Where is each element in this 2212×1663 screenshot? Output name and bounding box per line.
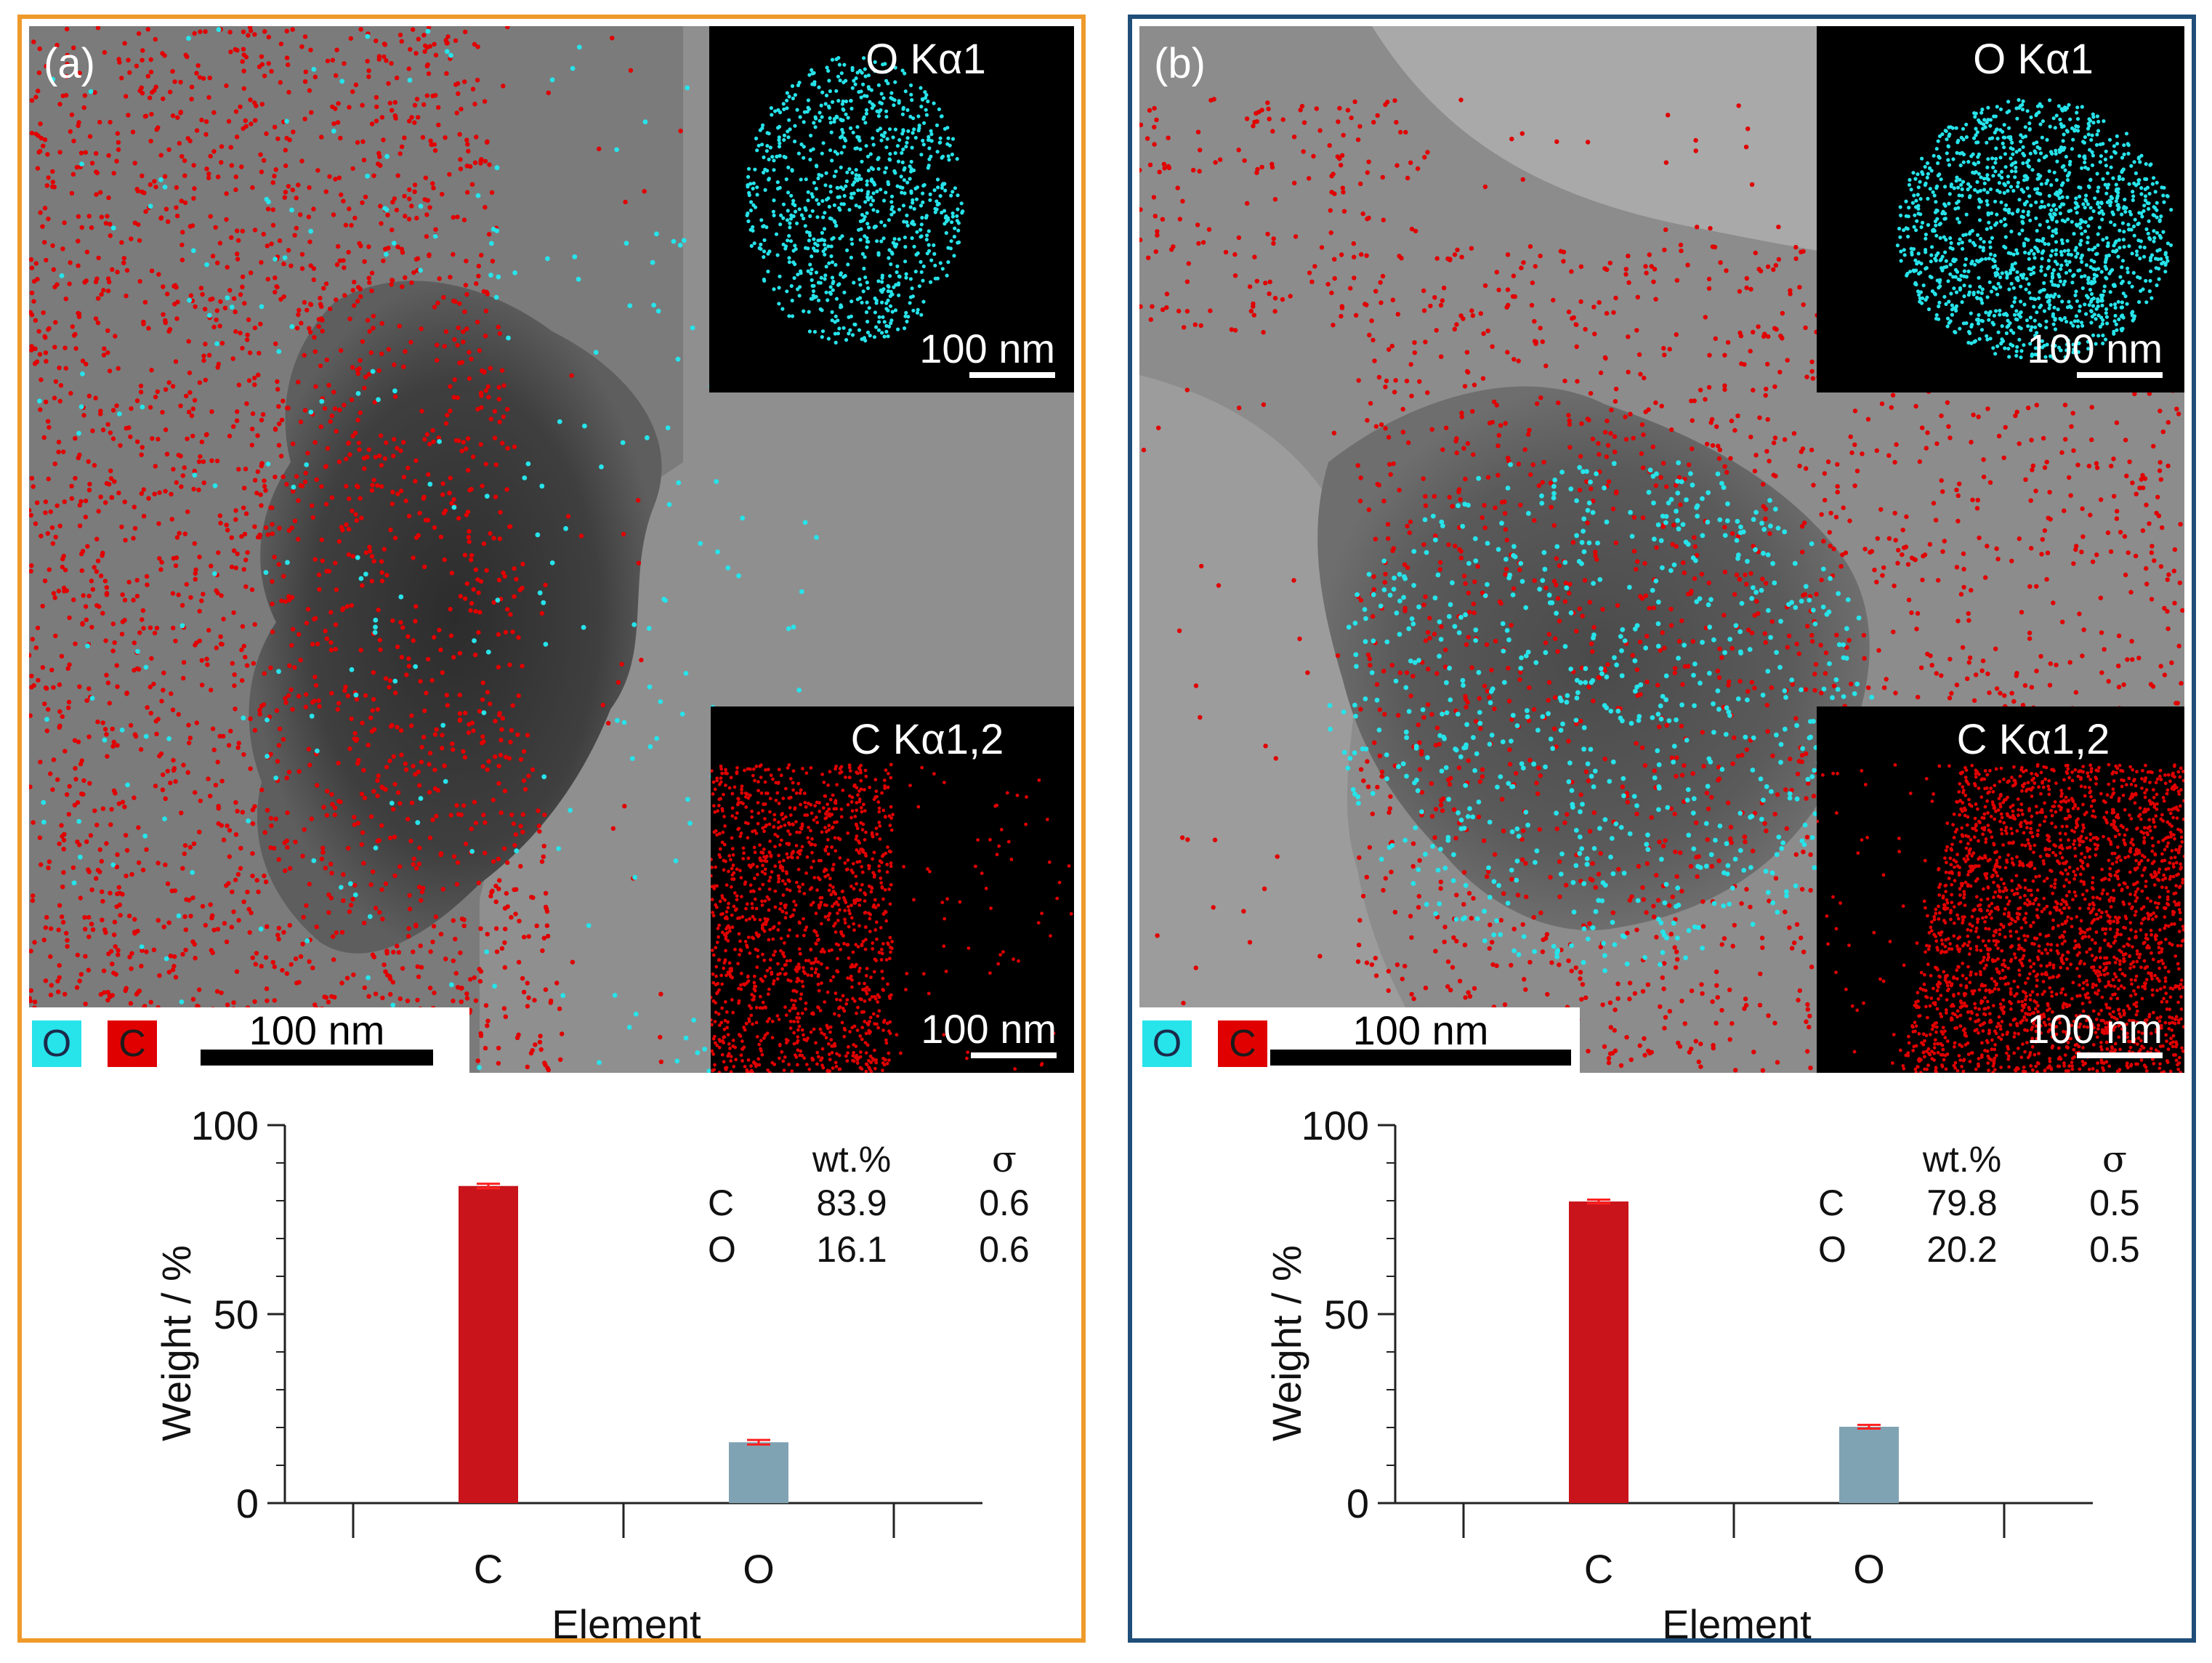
- inset-carbon-scale-bar-b: [2077, 1052, 2163, 1058]
- panel-b: (b) O Kα1 100 nm C Kα1,2 100 nm O C 100 …: [1128, 15, 2196, 1643]
- table-row-sigma: 0.6: [979, 1229, 1030, 1270]
- panel-a: (a) O Kα1 100 nm C Kα1,2 100 nm O C 100 …: [17, 15, 1086, 1643]
- error-bar-o: [747, 1438, 770, 1446]
- table-row-element: C: [708, 1183, 734, 1223]
- inset-carbon-scale-bar-a: [971, 1052, 1057, 1058]
- table-header-wt: wt.%: [812, 1139, 891, 1180]
- y-tick-label: 50: [1324, 1292, 1369, 1337]
- table-row-element: O: [708, 1229, 736, 1270]
- error-bar-c: [1587, 1198, 1610, 1205]
- tem-image-a: (a) O Kα1 100 nm C Kα1,2 100 nm O C 100 …: [29, 26, 1074, 1073]
- bar-chart-b: 0 50 100 C O Element Weight / % wt.% σ C 79.8 0.5 O 2…: [1132, 1080, 2192, 1638]
- inset-oxygen-scale-bar-a: [969, 372, 1055, 378]
- oxygen-map-dots-a: [745, 56, 965, 345]
- bar-c: [1569, 1201, 1628, 1503]
- table-header-sigma: σ: [992, 1138, 1017, 1180]
- eds-dots-overlay-a: [29, 26, 831, 1073]
- bar-o: [729, 1442, 788, 1503]
- main-scale-bar-a: [201, 1050, 433, 1066]
- table-row-element: O: [1818, 1229, 1846, 1270]
- legend-a: O C 100 nm: [29, 1007, 469, 1073]
- bar-o: [1839, 1426, 1899, 1503]
- table-row-wt: 79.8: [1926, 1183, 1997, 1223]
- inset-carbon-title-a: C Kα1,2: [850, 716, 1004, 763]
- panel-label-a: (a): [44, 40, 95, 87]
- table-row-sigma: 0.6: [979, 1183, 1030, 1223]
- table-row-element: C: [1818, 1183, 1844, 1223]
- table-header-sigma: σ: [2102, 1138, 2127, 1180]
- table-row-wt: 83.9: [816, 1183, 887, 1223]
- table-row-wt: 20.2: [1926, 1229, 1997, 1270]
- y-tick-label: 0: [236, 1481, 259, 1526]
- y-tick-label: 100: [1301, 1103, 1369, 1148]
- error-bar-o: [1857, 1423, 1881, 1430]
- inset-carbon-scale-label-a: 100 nm: [921, 1006, 1057, 1052]
- panel-label-b: (b): [1154, 40, 1206, 87]
- x-axis-label: Element: [552, 1601, 701, 1638]
- table-header-wt: wt.%: [1922, 1139, 2001, 1180]
- carbon-map-dots-b: [1817, 762, 2184, 1073]
- y-axis-label: Weight / %: [1264, 1245, 1309, 1441]
- x-tick-label: C: [1584, 1546, 1613, 1592]
- inset-carbon-title-b: C Kα1,2: [1956, 716, 2110, 763]
- inset-oxygen-title-b: O Kα1: [1973, 36, 2094, 83]
- tem-image-b: (b) O Kα1 100 nm C Kα1,2 100 nm O C 100 …: [1139, 26, 2184, 1073]
- main-scale-label-b: 100 nm: [1352, 1007, 1489, 1053]
- y-tick-label: 100: [191, 1103, 259, 1148]
- main-scale-label-a: 100 nm: [249, 1007, 385, 1053]
- inset-oxygen-title-a: O Kα1: [865, 36, 986, 83]
- main-scale-bar-b: [1270, 1050, 1571, 1066]
- table-row-wt: 16.1: [816, 1229, 887, 1270]
- x-tick-label: O: [1853, 1546, 1885, 1592]
- x-tick-label: C: [474, 1546, 503, 1592]
- x-tick-label: O: [743, 1546, 775, 1592]
- legend-oxygen-swatch-a: O: [32, 1020, 81, 1067]
- legend-b: O C 100 nm: [1139, 1007, 1580, 1073]
- legend-oxygen-swatch-b: O: [1142, 1020, 1192, 1067]
- y-tick-label: 50: [214, 1292, 259, 1337]
- legend-carbon-swatch-b: C: [1218, 1020, 1267, 1067]
- y-axis-label: Weight / %: [153, 1245, 199, 1441]
- x-axis-label: Element: [1662, 1601, 1812, 1638]
- inset-oxygen-map-b: O Kα1 100 nm: [1817, 26, 2184, 392]
- oxygen-map-dots-b: [1895, 97, 2173, 361]
- error-bar-c: [477, 1183, 500, 1190]
- y-tick-label: 0: [1347, 1481, 1369, 1526]
- inset-carbon-map-b: C Kα1,2 100 nm: [1817, 706, 2184, 1073]
- inset-carbon-map-a: C Kα1,2 100 nm: [711, 706, 1074, 1073]
- legend-carbon-swatch-a: C: [108, 1020, 157, 1067]
- inset-oxygen-scale-label-b: 100 nm: [2027, 326, 2163, 371]
- carbon-map-dots-a: [711, 762, 1073, 1073]
- table-row-sigma: 0.5: [2089, 1183, 2140, 1223]
- table-row-sigma: 0.5: [2089, 1229, 2140, 1270]
- inset-oxygen-map-a: O Kα1 100 nm: [709, 26, 1074, 392]
- inset-oxygen-scale-label-a: 100 nm: [919, 326, 1055, 371]
- bar-chart-a: 0 50 100 C O Element Weight / % wt.% σ C 83.9 0.6 O 1…: [22, 1080, 1081, 1638]
- inset-carbon-scale-label-b: 100 nm: [2027, 1006, 2163, 1052]
- inset-oxygen-scale-bar-b: [2077, 372, 2163, 378]
- bar-c: [459, 1185, 518, 1503]
